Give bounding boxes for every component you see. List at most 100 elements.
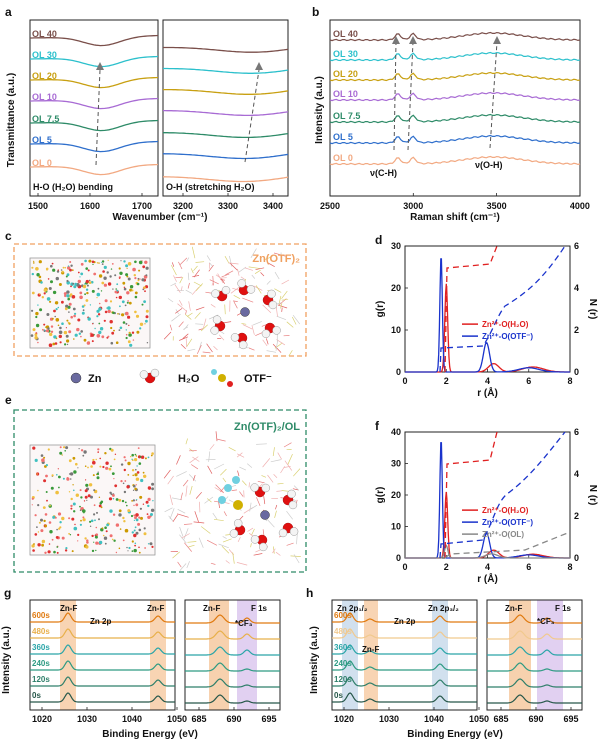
- md-atom: [91, 260, 95, 264]
- md-bond: [212, 512, 218, 520]
- md-atom: [96, 476, 100, 480]
- md-atom: [98, 262, 100, 264]
- panel-letter-a: a: [5, 5, 12, 19]
- legend-entry: Zn²⁺-O(OTF⁻): [482, 518, 533, 527]
- md-atom: [133, 514, 136, 517]
- snapshot-frame: [13, 409, 307, 573]
- axes-frame-h-left: [331, 599, 478, 711]
- md-bond: [255, 285, 262, 294]
- md-bond: [196, 344, 202, 355]
- md-atom: [43, 288, 47, 292]
- md-atom: [35, 311, 39, 316]
- panel-letter-d: d: [375, 233, 382, 247]
- md-atom: [110, 448, 114, 452]
- md-bond: [262, 458, 271, 468]
- md-atom: [141, 303, 144, 306]
- md-atom: [64, 549, 68, 552]
- md-atom: [61, 454, 63, 456]
- md-atom: [79, 509, 82, 512]
- y2-tick-label: 0: [574, 553, 579, 563]
- md-atom: [46, 297, 51, 301]
- x-tick-label: 685: [493, 714, 508, 724]
- md-atom: [138, 516, 141, 519]
- md-bond: [262, 339, 268, 347]
- md-atom: [131, 500, 134, 502]
- md-bond: [167, 298, 174, 303]
- md-bond: [221, 546, 230, 554]
- md-bond: [205, 291, 212, 294]
- md-atom: [47, 278, 50, 280]
- md-bond: [281, 279, 290, 285]
- md-atom: [56, 551, 59, 554]
- md-atom: [109, 491, 112, 494]
- md-atom: [115, 341, 119, 345]
- panel-letter-g: g: [4, 586, 11, 600]
- band-label: *CF₃: [235, 619, 253, 628]
- ftir-bend-curve: [30, 55, 159, 68]
- md-atom: [63, 294, 67, 298]
- md-bond: [185, 289, 193, 294]
- md-atom: [151, 452, 154, 455]
- md-atom: [70, 264, 73, 267]
- series-label: OL 5: [32, 135, 52, 145]
- md-atom: [138, 551, 141, 554]
- md-atom: [77, 540, 79, 542]
- md-atom: [106, 271, 109, 274]
- md-atom: [100, 290, 103, 292]
- md-atom: [85, 288, 89, 291]
- md-atom: [60, 269, 63, 271]
- md-bond: [244, 267, 254, 271]
- md-bond: [185, 314, 192, 320]
- md-bond: [280, 466, 285, 474]
- y-axis-label: g(r): [375, 301, 386, 318]
- md-bond: [290, 555, 301, 557]
- x-tick-label: 3500: [487, 201, 507, 211]
- md-atom: [149, 542, 153, 546]
- md-bond: [189, 448, 194, 452]
- y-tick-label: 40: [391, 427, 401, 437]
- y-tick-label: 20: [391, 490, 401, 500]
- y-axis-label: Intensity (a.u.): [1, 626, 12, 694]
- arrow-head: [493, 36, 501, 44]
- md-atom: [123, 456, 126, 459]
- md-atom: [71, 517, 75, 521]
- md-atom: [58, 283, 62, 286]
- md-atom: [70, 315, 73, 319]
- md-atom: [68, 302, 72, 306]
- x-tick-label: 2500: [320, 201, 340, 211]
- md-atom: [127, 340, 131, 344]
- md-atom: [98, 302, 101, 305]
- md-bond: [192, 474, 196, 481]
- md-atom: [138, 546, 140, 549]
- md-atom: [68, 473, 71, 475]
- md-atom: [135, 513, 139, 517]
- md-bond: [220, 486, 225, 493]
- md-bond: [240, 276, 246, 281]
- y2-tick-label: 2: [574, 325, 579, 335]
- md-bond: [218, 543, 229, 549]
- x-axis-label: r (Å): [477, 572, 498, 585]
- md-bond: [216, 438, 226, 442]
- md-atom: [124, 459, 127, 462]
- md-atom: [35, 323, 40, 328]
- md-atom: [151, 482, 155, 486]
- md-bond: [292, 488, 299, 491]
- md-atom: [87, 494, 91, 498]
- zn-ion: [240, 307, 250, 317]
- x-tick-label: 1040: [424, 714, 444, 724]
- md-atom: [101, 260, 105, 263]
- md-atom: [47, 448, 50, 451]
- md-atom: [111, 263, 114, 265]
- md-atom: [84, 495, 88, 499]
- md-atom: [48, 543, 51, 545]
- md-bond: [188, 301, 191, 311]
- y2-tick-label: 2: [574, 511, 579, 521]
- md-atom: [125, 333, 128, 336]
- water-hydrogen: [287, 489, 296, 499]
- md-atom: [46, 499, 48, 502]
- md-atom: [93, 513, 96, 516]
- time-label: 240s: [334, 659, 352, 668]
- y2-axis-label: N (r): [587, 299, 598, 320]
- md-atom: [48, 343, 53, 348]
- md-atom: [144, 323, 146, 325]
